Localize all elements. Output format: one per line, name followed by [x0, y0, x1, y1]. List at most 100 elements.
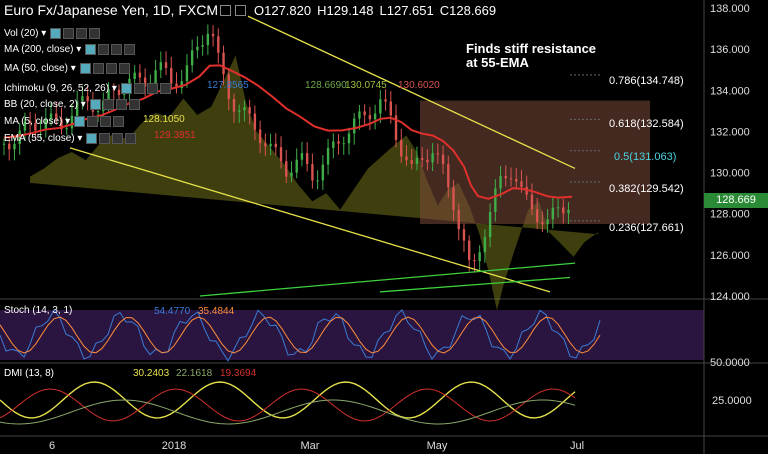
gear-icon[interactable]: [63, 28, 75, 39]
eye-icon[interactable]: [120, 83, 132, 94]
candle-body: [227, 74, 230, 100]
gear-icon[interactable]: [102, 99, 114, 110]
plus-icon[interactable]: [112, 133, 124, 144]
ema55-value: 129.3851: [154, 130, 196, 141]
candle-body: [180, 81, 183, 88]
adx-value: 19.3694: [220, 368, 257, 379]
candle-body: [143, 77, 147, 87]
candle-body: [504, 175, 507, 179]
stoch-axis-label: 50.0000: [710, 357, 750, 369]
stoch-d-line: [0, 316, 601, 354]
candle-body: [509, 178, 513, 180]
plus-icon[interactable]: [105, 63, 117, 74]
indicator-row[interactable]: MA (5, close) ▾: [4, 116, 125, 127]
candle-body: [75, 101, 79, 116]
plus-icon[interactable]: [76, 28, 88, 39]
candle-body: [546, 219, 549, 225]
eye-icon[interactable]: [50, 28, 62, 39]
candle-body: [410, 160, 413, 165]
indicator-label: MA (50, close) ▾: [4, 63, 76, 74]
candle-body: [18, 130, 21, 145]
candle-body: [49, 113, 53, 119]
dropdown-icon[interactable]: [220, 4, 231, 16]
candle-body: [34, 123, 37, 131]
candle-body: [426, 159, 429, 163]
candle-body: [112, 89, 115, 91]
close-icon[interactable]: [118, 63, 130, 74]
indicator-row[interactable]: Ichimoku (9, 26, 52, 26) ▾: [4, 83, 171, 94]
candle-body: [478, 252, 481, 262]
indicator-row[interactable]: BB (20, close, 2) ▾: [4, 99, 140, 110]
chart-header: Euro Fx/Japanese Yen, 1D, FXCM O127.820 …: [0, 0, 496, 20]
eye-icon[interactable]: [74, 116, 86, 127]
close-icon[interactable]: [125, 133, 137, 144]
indicator-row[interactable]: EMA (55, close) ▾: [4, 133, 137, 144]
candle-body: [520, 181, 523, 187]
candle-body: [107, 89, 110, 101]
support-line: [379, 276, 571, 293]
eye-icon[interactable]: [79, 63, 91, 74]
plus-icon[interactable]: [115, 99, 127, 110]
eye-icon[interactable]: [89, 99, 101, 110]
candle-body: [253, 113, 257, 130]
candle-body: [316, 180, 319, 182]
close-icon[interactable]: [113, 116, 125, 127]
close-icon[interactable]: [89, 28, 101, 39]
gear-icon[interactable]: [92, 63, 104, 74]
y-tick-label: 132.000: [710, 126, 750, 138]
ema55-line: [3, 64, 573, 200]
gear-icon[interactable]: [98, 44, 110, 55]
candle-body: [326, 147, 330, 165]
symbol-title[interactable]: Euro Fx/Japanese Yen, 1D, FXCM: [4, 2, 218, 18]
indicator-row[interactable]: MA (50, close) ▾: [4, 63, 130, 74]
fib-level-label: 0.786(134.748): [609, 75, 684, 87]
candle-body: [211, 33, 215, 37]
plus-icon[interactable]: [100, 116, 112, 127]
plus-icon[interactable]: [146, 83, 158, 94]
fib-level-label: 0.5(131.063): [614, 151, 677, 163]
gear-icon[interactable]: [87, 116, 99, 127]
fib-level-label: 0.382(129.542): [609, 183, 684, 195]
candle-body: [436, 153, 440, 155]
eye-icon[interactable]: [86, 133, 98, 144]
candle-body: [44, 118, 48, 130]
settings-icon[interactable]: [235, 4, 246, 16]
stoch-k-line: [0, 308, 601, 362]
indicator-row[interactable]: Vol (20) ▾: [4, 28, 101, 39]
candle-body: [154, 70, 157, 85]
indicator-label: MA (5, close) ▾: [4, 116, 71, 127]
candle-body: [394, 115, 398, 140]
candle-body: [483, 237, 487, 253]
candle-body: [499, 175, 502, 189]
candle-body: [373, 113, 377, 120]
eye-icon[interactable]: [85, 44, 97, 55]
candle-body: [494, 188, 497, 212]
candle-body: [279, 147, 283, 162]
candle-body: [96, 111, 100, 113]
chart-note: Finds stiff resistance at 55-EMA: [466, 41, 597, 70]
indicator-row[interactable]: MA (200, close) ▾: [4, 44, 136, 55]
close-icon[interactable]: [124, 44, 136, 55]
indicator-label: Vol (20) ▾: [4, 28, 47, 39]
candle-body: [86, 96, 89, 102]
plus-icon[interactable]: [111, 44, 123, 55]
ohlc-open: O127.820: [254, 2, 312, 18]
candle-body: [321, 164, 325, 181]
candle-body: [55, 113, 58, 120]
gear-icon[interactable]: [133, 83, 145, 94]
candle-body: [431, 153, 434, 163]
close-icon[interactable]: [159, 83, 171, 94]
close-icon[interactable]: [128, 99, 140, 110]
candle-body: [305, 153, 309, 165]
resistance-trendline: [247, 15, 576, 170]
candle-body: [551, 207, 555, 220]
candle-body: [515, 179, 518, 182]
dmi-label: DMI (13, 8): [4, 368, 55, 379]
indicator-label: EMA (55, close) ▾: [4, 133, 83, 144]
candle-body: [353, 118, 356, 134]
adx-line: [0, 399, 576, 425]
gear-icon[interactable]: [99, 133, 111, 144]
candle-body: [384, 99, 387, 102]
candle-body: [405, 156, 408, 161]
